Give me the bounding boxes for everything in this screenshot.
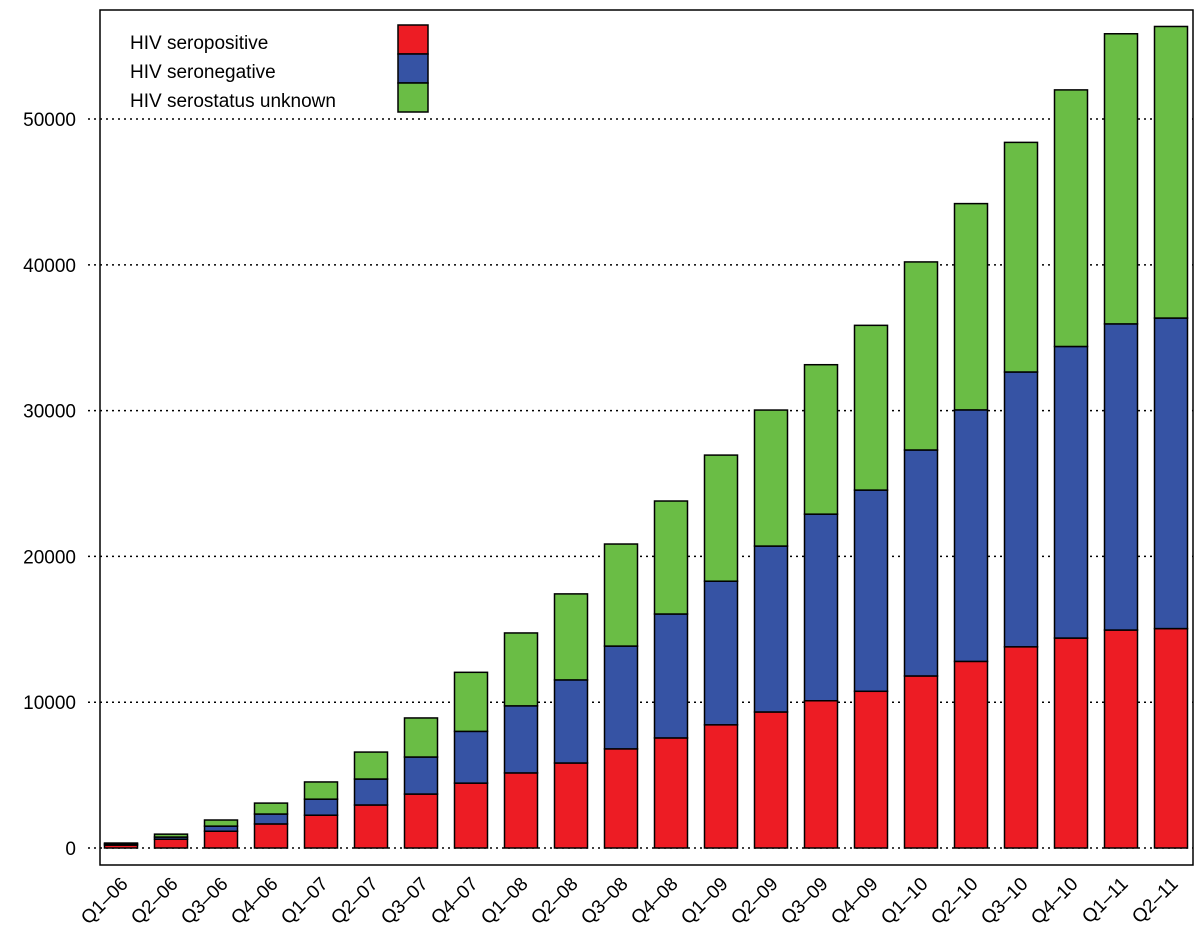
x-tick-label: Q2–09 [727,874,782,929]
bar-segment [153,838,189,849]
bar-segment [703,454,739,582]
bar-segment [553,593,589,681]
y-tick-label: 40000 [23,256,76,277]
bar-segment [303,798,339,816]
bar-segment [403,717,439,758]
legend-swatch [397,24,429,55]
bar-segment [853,324,889,491]
x-tick-label: Q2–08 [527,874,582,929]
bar-segment [903,261,939,451]
bar-segment [253,823,289,849]
bar-segment [1053,637,1089,849]
plot-frame [99,9,1194,866]
bar-segment [903,675,939,849]
bar-segment [803,363,839,515]
x-tick-label: Q1–09 [677,874,732,929]
bar-segment [953,202,989,411]
bar-segment [1153,317,1189,630]
bar-segment [753,711,789,849]
x-tick-label: Q2–06 [127,874,182,929]
bar-segment [353,804,389,849]
bar-segment [603,748,639,849]
legend-swatch [397,53,429,84]
x-tick-label: Q4–09 [827,874,882,929]
x-tick-label: Q1–07 [277,874,332,929]
bar-segment [1003,646,1039,849]
x-tick-label: Q4–06 [227,874,282,929]
y-tick-label: 50000 [23,110,76,131]
x-tick-label: Q4–10 [1027,874,1082,929]
bar-segment [553,679,589,764]
bar-segment [303,781,339,800]
bar-segment [753,409,789,547]
bar-segment [803,700,839,849]
bar-segment [703,724,739,849]
x-tick-label: Q4–07 [427,874,482,929]
bar-segment [853,489,889,693]
x-tick-label: Q4–08 [627,874,682,929]
legend-label: HIV serostatus unknown [130,91,336,112]
bar-segment [153,833,189,838]
bar-segment [1003,371,1039,648]
bar-segment [353,751,389,780]
x-tick-label: Q1–06 [77,874,132,929]
bar-segment [303,814,339,849]
bar-segment [553,762,589,849]
bar-segment [353,778,389,806]
x-tick-label: Q2–10 [927,874,982,929]
bar-segment [903,449,939,677]
bar-segment [503,705,539,774]
bar-segment [653,500,689,615]
bar-segment [953,660,989,849]
bar-segment [453,782,489,849]
bar-segment [1003,141,1039,373]
bar-segment [853,690,889,849]
legend-label: HIV seropositive [130,33,268,54]
bar-segment [953,409,989,663]
x-tick-label: Q3–10 [977,874,1032,929]
x-tick-label: Q2–07 [327,874,382,929]
bar-segment [203,830,239,849]
bar-segment [1103,33,1139,325]
x-tick-label: Q2–11 [1128,874,1182,928]
x-tick-label: Q3–07 [377,874,432,929]
bar-segment [1053,345,1089,639]
bar-segment [803,513,839,702]
bar-segment [203,819,239,827]
legend-label: HIV seronegative [130,62,276,83]
bar-segment [1153,627,1189,849]
bar-segment [253,813,289,825]
bar-segment [653,737,689,849]
y-tick-label: 30000 [23,402,76,423]
bar-segment [453,730,489,784]
bar-segment [403,793,439,849]
x-tick-label: Q3–08 [577,874,632,929]
bar-segment [503,772,539,849]
bar-segment [603,543,639,647]
x-tick-label: Q3–06 [177,874,232,929]
bar-segment [653,613,689,739]
bar-segment [453,671,489,733]
y-tick-label: 10000 [23,693,76,714]
bar-segment [703,580,739,726]
legend-swatch [397,82,429,113]
bar-segment [753,545,789,713]
bar-segment [503,632,539,707]
bar-segment [1153,25,1189,319]
bar-segment [203,825,239,832]
bar-segment [603,645,639,750]
x-tick-label: Q1–08 [477,874,532,929]
bar-segment [403,756,439,795]
x-tick-label: Q1–11 [1078,874,1132,928]
bar-segment [253,802,289,815]
x-tick-label: Q1–10 [877,874,932,929]
bar-segment [103,842,139,845]
bar-segment [1103,323,1139,631]
bar-segment [1053,89,1089,348]
y-tick-label: 0 [65,839,76,860]
y-tick-label: 20000 [23,547,76,568]
bar-segment [1103,629,1139,849]
x-tick-label: Q3–09 [777,874,832,929]
